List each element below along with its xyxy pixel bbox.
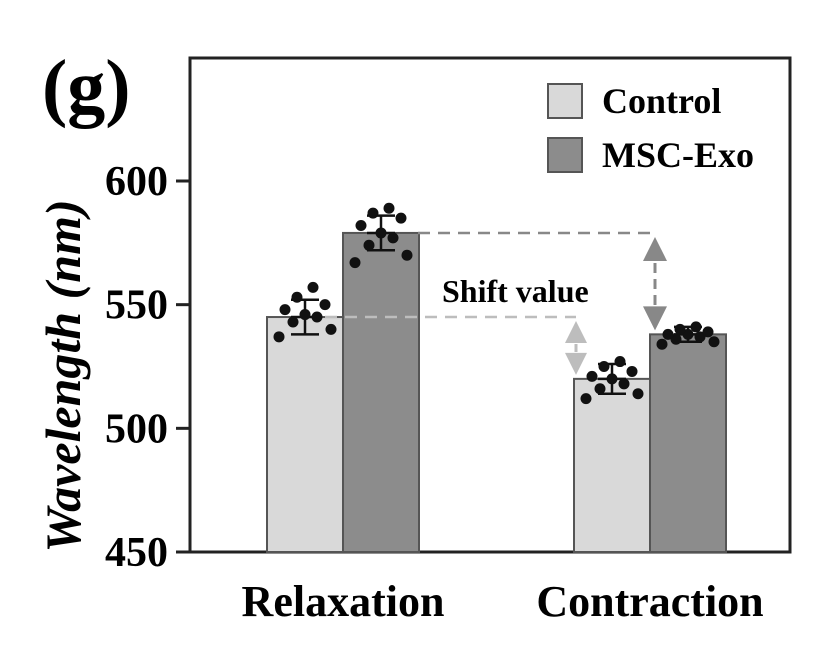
data-point xyxy=(291,291,303,303)
data-point xyxy=(363,239,375,251)
shift-arrow-head xyxy=(565,352,587,375)
shift-arrow-head xyxy=(643,236,667,261)
legend-swatch xyxy=(547,83,583,119)
bar xyxy=(573,377,651,553)
data-point xyxy=(287,316,299,328)
y-axis: 450 500 550 600 xyxy=(105,159,190,576)
data-point xyxy=(375,227,387,239)
bar xyxy=(266,316,344,553)
data-point xyxy=(670,333,682,345)
shift-annotation xyxy=(305,231,667,375)
data-point xyxy=(387,232,399,244)
data-point xyxy=(708,336,720,348)
legend-swatch xyxy=(547,137,583,173)
data-point xyxy=(325,323,337,335)
y-tick-label: 450 xyxy=(105,530,168,576)
data-point xyxy=(311,311,323,323)
y-tick-label: 600 xyxy=(105,159,168,205)
shift-value-label: Shift value xyxy=(442,273,589,309)
data-point xyxy=(594,383,606,395)
data-point xyxy=(618,378,630,390)
data-point xyxy=(367,207,379,219)
y-tick-label: 500 xyxy=(105,406,168,452)
data-point xyxy=(355,220,367,232)
y-axis-label: Wavelength (nm) xyxy=(35,199,91,552)
data-point xyxy=(626,365,638,377)
data-point xyxy=(598,361,610,372)
data-point xyxy=(632,388,644,400)
y-tick-label: 550 xyxy=(105,283,168,329)
bar xyxy=(649,333,727,554)
data-point xyxy=(694,331,706,343)
data-point xyxy=(606,373,618,385)
bar xyxy=(342,231,420,553)
legend-label: MSC-Exo xyxy=(602,135,754,175)
x-axis-labels: Relaxation Contraction xyxy=(242,577,764,626)
data-point xyxy=(299,309,311,321)
legend: Control MSC-Exo xyxy=(547,81,754,175)
data-point xyxy=(307,281,319,293)
panel-label: (g) xyxy=(42,45,131,129)
x-tick-label: Relaxation xyxy=(242,577,445,626)
data-point xyxy=(586,370,598,382)
data-point xyxy=(349,257,361,269)
data-point xyxy=(279,304,291,316)
data-point xyxy=(273,331,285,343)
bars-group xyxy=(266,231,727,554)
data-point xyxy=(401,249,413,261)
data-point xyxy=(674,323,686,335)
shift-arrow-head xyxy=(565,321,587,344)
data-point xyxy=(662,328,674,340)
data-point xyxy=(614,356,626,368)
x-tick-label: Contraction xyxy=(536,577,763,626)
data-point xyxy=(580,393,592,405)
data-point xyxy=(682,328,694,340)
data-point xyxy=(395,212,407,224)
data-point xyxy=(690,321,702,333)
data-point xyxy=(656,338,668,350)
data-point xyxy=(702,326,714,338)
shift-arrow-head xyxy=(643,306,667,331)
data-point xyxy=(319,299,331,311)
data-points-group xyxy=(273,202,720,405)
legend-label: Control xyxy=(602,81,721,121)
data-point xyxy=(383,202,395,214)
